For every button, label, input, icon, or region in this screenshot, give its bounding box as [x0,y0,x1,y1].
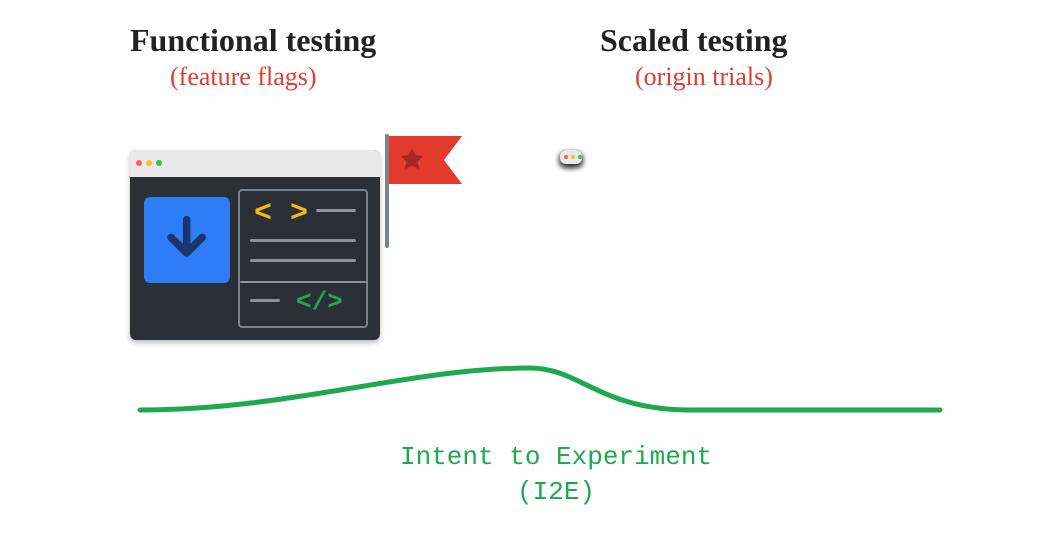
i2e-label: Intent to Experiment (I2E) [400,440,712,510]
right-subtitle: (origin trials) [635,62,773,92]
content-line [250,299,280,302]
traffic-light-close-icon [136,160,142,166]
browser-window-small: <> </> [560,150,582,164]
feature-flag-icon [382,128,468,248]
window-titlebar [130,150,380,177]
content-line [316,209,356,212]
connector-curve [130,350,950,430]
angle-brackets-icon: < > [254,197,308,231]
content-line [250,259,356,262]
browser-window-large: < > </> [130,150,380,340]
content-line [250,239,356,242]
window-body: < > </> [130,177,380,340]
left-title: Functional testing [130,22,376,59]
content-frame: < > </> [238,189,368,328]
download-arrow-icon [144,197,230,283]
traffic-light-max-icon [156,160,162,166]
close-tag-icon: </> [296,287,343,317]
browser-grid: <> </> <> </> <> [560,150,998,352]
arrow-down-icon [160,213,213,266]
traffic-light-min-icon [146,160,152,166]
right-title: Scaled testing [600,22,788,59]
content-divider [240,281,366,283]
left-subtitle: (feature flags) [170,62,317,92]
